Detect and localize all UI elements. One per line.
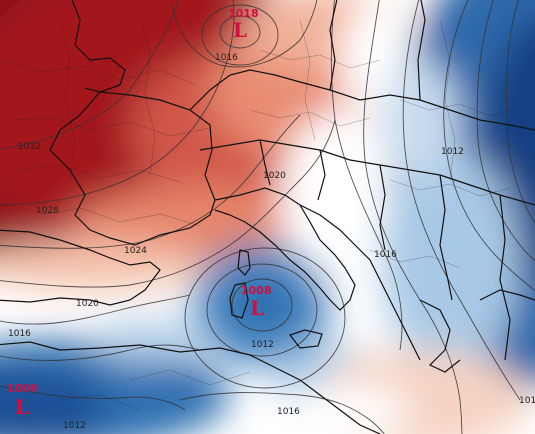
isobar-label: 1016	[8, 329, 31, 339]
isobar-label: 1016	[277, 407, 300, 417]
low-pressure-symbol-italy: L	[250, 296, 265, 320]
isobar-label: 1012	[251, 340, 274, 350]
pressure-value-north: 1018	[228, 7, 259, 20]
isobar-label: 1020	[263, 171, 286, 181]
isobar-label: 1012	[441, 147, 464, 157]
isobar-label: 1016	[215, 53, 238, 63]
isobar-label: 1032	[18, 142, 41, 152]
isobar-label: 1012	[63, 421, 86, 431]
isobar-label: 1024	[124, 246, 147, 256]
isobar-label: 1016	[374, 250, 397, 260]
isobar-label: 101	[519, 396, 535, 406]
isobar-label: 1020	[76, 299, 99, 309]
low-pressure-symbol-southwest: L	[15, 395, 30, 419]
pressure-value-southwest: 1009	[7, 382, 38, 395]
isobar-label: 1028	[36, 206, 59, 216]
low-pressure-symbol-north: L	[233, 18, 248, 42]
pressure-value-italy: 1008	[241, 284, 272, 297]
regional-borders	[0, 14, 521, 411]
